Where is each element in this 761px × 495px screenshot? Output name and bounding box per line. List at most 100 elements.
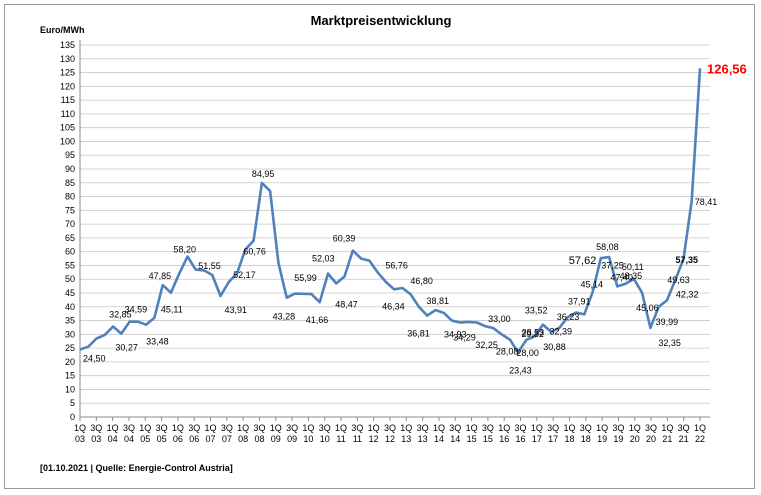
x-tick-label-year: 13 bbox=[401, 434, 411, 444]
x-tick-label-quarter: 3Q bbox=[612, 423, 624, 433]
x-tick-label-year: 21 bbox=[662, 434, 672, 444]
x-tick-label-year: 18 bbox=[564, 434, 574, 444]
chart-frame: Marktpreisentwicklung Euro/MWh 0 5 10 15 20 2… bbox=[4, 4, 755, 489]
data-label: 28,00 bbox=[516, 348, 539, 358]
x-tick-label-quarter: 1Q bbox=[694, 423, 706, 433]
x-tick-label-year: 08 bbox=[254, 434, 264, 444]
data-label: 84,95 bbox=[252, 169, 275, 179]
x-tick-label-year: 21 bbox=[679, 434, 689, 444]
y-tick-label: 15 bbox=[65, 371, 75, 381]
x-tick-label-year: 14 bbox=[434, 434, 444, 444]
x-tick-label-quarter: 1Q bbox=[661, 423, 673, 433]
x-tick-label-quarter: 1Q bbox=[433, 423, 445, 433]
y-tick-labels: 0 5 10 15 20 25 30 35 40 45 50 55 60 65 70 75 80 85 90 95 10… bbox=[60, 40, 75, 422]
data-label: 52,17 bbox=[233, 270, 256, 280]
x-tick-label-quarter: 1Q bbox=[237, 423, 249, 433]
x-tick-label-quarter: 1Q bbox=[107, 423, 119, 433]
x-tick-label-quarter: 3Q bbox=[221, 423, 233, 433]
x-tick-label-year: 06 bbox=[189, 434, 199, 444]
x-tick-label-quarter: 1Q bbox=[205, 423, 217, 433]
y-tick-label: 30 bbox=[65, 329, 75, 339]
x-tick-label-year: 16 bbox=[516, 434, 526, 444]
x-tick-label-year: 03 bbox=[75, 434, 85, 444]
x-tick-label-quarter: 3Q bbox=[449, 423, 461, 433]
x-tick-label-quarter: 1Q bbox=[172, 423, 184, 433]
data-label: 48,47 bbox=[335, 299, 358, 309]
x-tick-label-year: 04 bbox=[108, 434, 118, 444]
x-tick-label-year: 05 bbox=[157, 434, 167, 444]
x-tick-label-quarter: 1Q bbox=[335, 423, 347, 433]
x-tick-label-year: 11 bbox=[336, 434, 345, 444]
x-tick-label-quarter: 1Q bbox=[368, 423, 380, 433]
x-tick-label-year: 17 bbox=[548, 434, 558, 444]
x-tick-label-quarter: 1Q bbox=[270, 423, 282, 433]
y-tick-label: 80 bbox=[65, 192, 75, 202]
data-label: 32,39 bbox=[549, 327, 572, 337]
x-tick-label-quarter: 1Q bbox=[563, 423, 575, 433]
y-tick-label: 120 bbox=[60, 81, 75, 91]
data-label: 45,06 bbox=[636, 303, 659, 313]
x-tick-label-quarter: 1Q bbox=[400, 423, 412, 433]
data-label: 58,08 bbox=[596, 242, 619, 252]
y-tick-label: 100 bbox=[60, 136, 75, 146]
x-tick-label-year: 13 bbox=[418, 434, 428, 444]
x-tick-label-quarter: 3Q bbox=[90, 423, 102, 433]
x-tick-label-year: 15 bbox=[467, 434, 477, 444]
y-tick-label: 105 bbox=[60, 123, 75, 133]
data-label: 29,32 bbox=[521, 329, 544, 339]
x-tick-label-quarter: 3Q bbox=[580, 423, 592, 433]
x-tick-label-year: 11 bbox=[353, 434, 362, 444]
x-tick-label-year: 07 bbox=[222, 434, 232, 444]
x-tick-label-year: 08 bbox=[238, 434, 248, 444]
data-label: 51,55 bbox=[198, 261, 221, 271]
x-tick-label-quarter: 1Q bbox=[629, 423, 641, 433]
x-tick-label-quarter: 3Q bbox=[319, 423, 331, 433]
x-tick-label-quarter: 3Q bbox=[286, 423, 298, 433]
series-line bbox=[79, 68, 702, 354]
x-tick-labels: 1Q033Q031Q043Q041Q053Q051Q063Q061Q073Q07… bbox=[74, 417, 706, 444]
x-tick-label-year: 22 bbox=[695, 434, 705, 444]
x-tick-label-year: 09 bbox=[287, 434, 297, 444]
data-label: 28,53 bbox=[522, 327, 545, 337]
chart-title: Marktpreisentwicklung bbox=[311, 13, 452, 28]
y-tick-label: 55 bbox=[65, 260, 75, 270]
data-labels: 24,50 32,85 30,27 34,59 33,48 47,85 45,11 58,20… bbox=[83, 61, 747, 375]
x-tick-label-quarter: 1Q bbox=[74, 423, 86, 433]
data-label: 32,35 bbox=[658, 338, 681, 348]
data-label: 46,34 bbox=[382, 301, 405, 311]
data-label: 60,76 bbox=[243, 247, 266, 257]
data-label: 57,62 bbox=[569, 255, 597, 267]
y-tick-label: 75 bbox=[65, 205, 75, 215]
data-label: 57,35 bbox=[675, 255, 698, 265]
y-tick-label: 60 bbox=[65, 247, 75, 257]
x-tick-label-quarter: 1Q bbox=[498, 423, 510, 433]
series-group bbox=[79, 68, 702, 354]
x-tick-label-quarter: 3Q bbox=[482, 423, 494, 433]
y-tick-label: 5 bbox=[70, 398, 75, 408]
x-tick-label-year: 10 bbox=[320, 434, 330, 444]
y-tick-label: 25 bbox=[65, 343, 75, 353]
data-label: 41,66 bbox=[306, 315, 329, 325]
x-tick-label-year: 09 bbox=[271, 434, 281, 444]
data-label: 24,50 bbox=[83, 353, 106, 363]
y-tick-label: 85 bbox=[65, 178, 75, 188]
data-label: 30,27 bbox=[115, 343, 138, 353]
x-tick-label-year: 19 bbox=[597, 434, 607, 444]
y-tick-label: 45 bbox=[65, 288, 75, 298]
x-tick-label-quarter: 3Q bbox=[253, 423, 265, 433]
y-tick-label: 135 bbox=[60, 40, 75, 50]
y-tick-label: 95 bbox=[65, 150, 75, 160]
data-label: 42,32 bbox=[676, 289, 699, 299]
y-axis-label: Euro/MWh bbox=[40, 25, 85, 35]
axes bbox=[79, 40, 710, 418]
y-tick-label: 50 bbox=[65, 274, 75, 284]
x-tick-label-quarter: 3Q bbox=[645, 423, 657, 433]
x-tick-label-quarter: 1Q bbox=[302, 423, 314, 433]
data-label: 52,03 bbox=[312, 254, 335, 264]
x-tick-label-year: 12 bbox=[369, 434, 379, 444]
x-tick-label-year: 03 bbox=[91, 434, 101, 444]
x-tick-label-year: 04 bbox=[124, 434, 134, 444]
data-label: 32,25 bbox=[475, 340, 498, 350]
data-label: 46,80 bbox=[410, 276, 433, 286]
data-label: 58,20 bbox=[173, 245, 196, 255]
